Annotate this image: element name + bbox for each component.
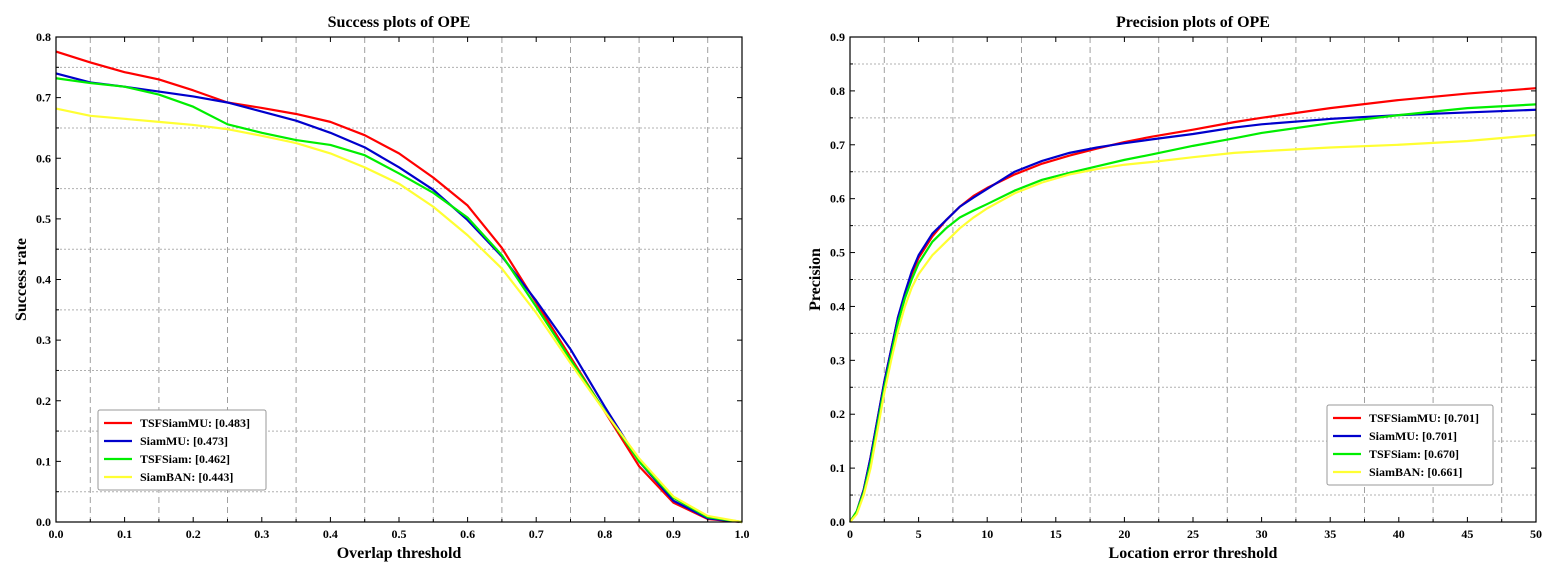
y-tick-label: 0.2 xyxy=(830,407,845,421)
y-tick-label: 0.4 xyxy=(830,299,845,313)
x-tick-label: 0 xyxy=(847,527,853,541)
x-tick-label: 25 xyxy=(1187,527,1199,541)
success-plot-panel: 0.0 0.1 0.2 0.3 0.4 0.5 0.6 0.7 0.8 0.9 1.0 0.0 0.1 0… xyxy=(0,0,770,576)
y-tick-label: 0.7 xyxy=(36,91,51,105)
x-tick-label: 0.7 xyxy=(529,527,544,541)
y-tick-label: 0.9 xyxy=(830,30,845,44)
x-tick-label: 40 xyxy=(1393,527,1405,541)
x-tick-label: 10 xyxy=(981,527,993,541)
y-tick-label: 0.2 xyxy=(36,394,51,408)
precision-plot-panel: 0 5 10 15 20 25 30 35 40 45 50 0.0 0.1 0.2 0.3 0.4 0.5 0.… xyxy=(790,0,1559,576)
legend-entry-2: TSFSiam: [0.670] xyxy=(1369,447,1459,461)
x-tick-label: 0.8 xyxy=(597,527,612,541)
y-tick-label: 0.4 xyxy=(36,273,51,287)
y-tick-label: 0.6 xyxy=(830,192,845,206)
series-line-3 xyxy=(849,133,1537,523)
legend: TSFSiamMU: [0.483] SiamMU: [0.473] TSFSiam… xyxy=(97,409,267,491)
series-line-0 xyxy=(55,50,743,524)
x-tick-label: 0.9 xyxy=(666,527,681,541)
y-tick-label: 0.1 xyxy=(36,454,51,468)
x-tick-label: 0.0 xyxy=(49,527,64,541)
y-tick-label: 0.3 xyxy=(36,333,51,347)
precision-plot-chart: 0 5 10 15 20 25 30 35 40 45 50 0.0 0.1 0.2 0.3 0.4 0.5 0.… xyxy=(807,14,1542,562)
legend-entry-3: SiamBAN: [0.661] xyxy=(1369,465,1462,479)
success-plot-chart: 0.0 0.1 0.2 0.3 0.4 0.5 0.6 0.7 0.8 0.9 1.0 0.0 0.1 0… xyxy=(13,14,750,562)
series-line-3 xyxy=(55,107,743,524)
x-tick-label: 0.1 xyxy=(117,527,132,541)
y-tick-label: 0.1 xyxy=(830,461,845,475)
x-tick-label: 0.6 xyxy=(460,527,475,541)
x-tick-label: 50 xyxy=(1530,527,1542,541)
legend-entry-1: SiamMU: [0.473] xyxy=(140,434,228,448)
y-axis-label: Precision xyxy=(807,248,824,311)
x-tick-label: 45 xyxy=(1461,527,1473,541)
x-axis-label: Location error threshold xyxy=(1109,545,1278,562)
x-tick-label: 35 xyxy=(1324,527,1336,541)
x-tick-label: 0.3 xyxy=(254,527,269,541)
x-tick-label: 20 xyxy=(1118,527,1130,541)
y-tick-label: 0.7 xyxy=(830,138,845,152)
x-tick-label: 5 xyxy=(916,527,922,541)
y-tick-label: 0.8 xyxy=(830,84,845,98)
y-tick-label: 0.6 xyxy=(36,151,51,165)
y-tick-label: 0.5 xyxy=(830,246,845,260)
x-tick-label: 0.5 xyxy=(392,527,407,541)
y-tick-label: 0.3 xyxy=(830,353,845,367)
x-axis-label: Overlap threshold xyxy=(337,545,462,562)
chart-title: Precision plots of OPE xyxy=(1116,14,1270,31)
legend-entry-0: TSFSiamMU: [0.701] xyxy=(1369,411,1479,425)
legend-entry-0: TSFSiamMU: [0.483] xyxy=(140,416,250,430)
y-tick-label: 0.5 xyxy=(36,212,51,226)
legend-entry-1: SiamMU: [0.701] xyxy=(1369,429,1457,443)
legend-box xyxy=(97,409,267,491)
y-tick-label: 0.8 xyxy=(36,30,51,44)
y-axis-label: Success rate xyxy=(13,238,30,321)
legend-entry-3: SiamBAN: [0.443] xyxy=(140,470,233,484)
legend-entry-2: TSFSiam: [0.462] xyxy=(140,452,230,466)
x-tick-label: 15 xyxy=(1050,527,1062,541)
x-tick-label: 30 xyxy=(1256,527,1268,541)
x-tick-label: 0.2 xyxy=(186,527,201,541)
y-tick-label: 0.0 xyxy=(830,515,845,529)
chart-title: Success plots of OPE xyxy=(328,14,471,31)
legend: TSFSiamMU: [0.701] SiamMU: [0.701] TSFSiam… xyxy=(1326,404,1494,486)
x-tick-label: 0.4 xyxy=(323,527,338,541)
legend-box xyxy=(1326,404,1494,486)
y-tick-label: 0.0 xyxy=(36,515,51,529)
x-tick-label: 1.0 xyxy=(735,527,750,541)
